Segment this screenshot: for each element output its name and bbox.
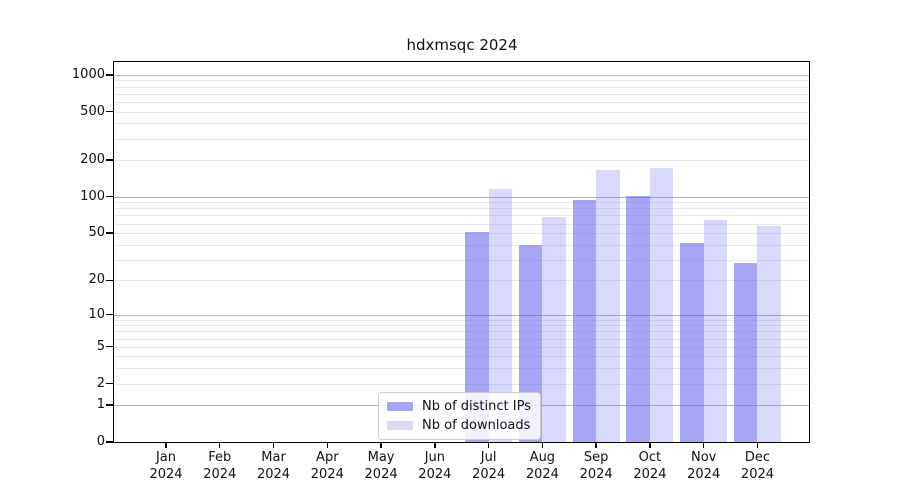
y-tick-label: 20 xyxy=(88,272,105,288)
gridline-minor xyxy=(114,123,809,125)
legend-swatch-downloads xyxy=(387,421,413,430)
y-tick xyxy=(106,159,113,161)
gridline-minor xyxy=(114,202,809,204)
legend-label-downloads: Nb of downloads xyxy=(422,418,531,433)
gridline-major xyxy=(114,314,809,316)
gridline-minor xyxy=(114,259,809,261)
y-tick-label: 1 xyxy=(96,397,105,413)
bar-nb-of-downloads-aug-2024 xyxy=(542,217,566,442)
x-tick xyxy=(326,443,328,448)
bar-nb-of-downloads-nov-2024 xyxy=(703,220,728,442)
legend-item-downloads: Nb of downloads xyxy=(387,418,532,433)
bar-nb-of-distinct-ips-nov-2024 xyxy=(680,243,704,442)
x-tick-label: Feb 2024 xyxy=(203,450,237,482)
legend-swatch-distinct-ips xyxy=(387,402,413,411)
gridline-minor xyxy=(114,111,809,113)
y-tick-label: 200 xyxy=(80,152,105,168)
plot-area: Nb of distinct IPs Nb of downloads xyxy=(113,61,810,443)
legend-item-distinct-ips: Nb of distinct IPs xyxy=(387,399,532,414)
y-tick xyxy=(106,346,113,348)
gridline-minor xyxy=(114,223,809,225)
gridline-minor xyxy=(114,86,809,88)
gridline-minor xyxy=(114,80,809,82)
bar-nb-of-downloads-dec-2024 xyxy=(757,226,781,442)
y-tick xyxy=(106,441,113,443)
x-tick-label: Jun 2024 xyxy=(418,450,452,482)
gridline-minor xyxy=(114,280,809,282)
x-tick-label: Sep 2024 xyxy=(579,450,613,482)
x-tick-label: Oct 2024 xyxy=(633,450,667,482)
x-tick xyxy=(487,443,490,448)
y-tick xyxy=(106,232,113,234)
gridline-minor xyxy=(114,215,809,217)
gridline-minor xyxy=(114,325,809,327)
chart-title: hdxmsqc 2024 xyxy=(406,36,518,54)
x-tick-label: Nov 2024 xyxy=(687,450,721,482)
y-tick xyxy=(106,313,113,316)
y-tick-label: 0 xyxy=(96,434,105,449)
bar-nb-of-downloads-oct-2024 xyxy=(649,167,674,442)
gridline-minor xyxy=(114,338,809,340)
y-tick xyxy=(106,382,113,385)
x-tick xyxy=(541,443,544,448)
gridline-minor xyxy=(114,233,809,235)
gridline-major xyxy=(114,74,809,76)
bar-nb-of-downloads-jul-2024 xyxy=(488,188,513,442)
gridline-major xyxy=(114,196,809,198)
gridline-minor xyxy=(114,160,809,162)
gridline-minor xyxy=(114,331,809,333)
x-tick xyxy=(649,443,651,448)
y-tick xyxy=(106,404,113,406)
y-tick xyxy=(106,110,113,113)
x-tick-label: Jan 2024 xyxy=(149,450,183,482)
x-tick xyxy=(219,443,221,448)
gridline-minor xyxy=(114,356,809,358)
bar-nb-of-distinct-ips-oct-2024 xyxy=(626,196,650,442)
x-tick-label: Apr 2024 xyxy=(310,450,344,482)
y-tick-label: 50 xyxy=(88,225,105,241)
gridline-minor xyxy=(114,101,809,103)
x-tick-label: May 2024 xyxy=(364,450,398,482)
y-tick xyxy=(106,74,113,76)
bar-nb-of-downloads-sep-2024 xyxy=(596,169,620,442)
x-tick-label: Jul 2024 xyxy=(472,450,506,482)
y-tick-label: 5 xyxy=(96,338,105,354)
gridline-minor xyxy=(114,138,809,140)
x-tick xyxy=(165,443,167,448)
x-tick xyxy=(756,443,759,448)
y-tick xyxy=(106,196,113,198)
gridline-minor xyxy=(114,244,809,246)
y-tick xyxy=(106,279,113,281)
bar-nb-of-distinct-ips-dec-2024 xyxy=(733,263,758,442)
x-tick xyxy=(703,443,705,448)
y-tick-label: 10 xyxy=(88,306,105,322)
x-tick xyxy=(272,443,275,448)
x-tick-label: Mar 2024 xyxy=(256,450,291,482)
gridline-minor xyxy=(114,208,809,210)
gridline-minor xyxy=(114,368,809,370)
y-tick-label: 2 xyxy=(96,375,105,391)
legend: Nb of distinct IPs Nb of downloads xyxy=(378,392,541,440)
x-tick-label: Aug 2024 xyxy=(525,450,559,482)
x-tick-label: Dec 2024 xyxy=(740,450,775,482)
gridline-minor xyxy=(114,319,809,321)
bar-nb-of-distinct-ips-jul-2024 xyxy=(465,232,489,442)
x-tick xyxy=(380,443,382,448)
gridline-minor xyxy=(114,346,809,348)
x-tick xyxy=(595,443,597,448)
y-tick-label: 1000 xyxy=(71,66,105,82)
legend-label-distinct-ips: Nb of distinct IPs xyxy=(422,399,531,414)
x-tick xyxy=(434,443,436,448)
y-tick-label: 500 xyxy=(80,103,105,119)
gridline-minor xyxy=(114,383,809,385)
y-tick-label: 100 xyxy=(80,188,105,204)
bar-nb-of-distinct-ips-sep-2024 xyxy=(572,200,597,442)
gridline-minor xyxy=(114,93,809,95)
